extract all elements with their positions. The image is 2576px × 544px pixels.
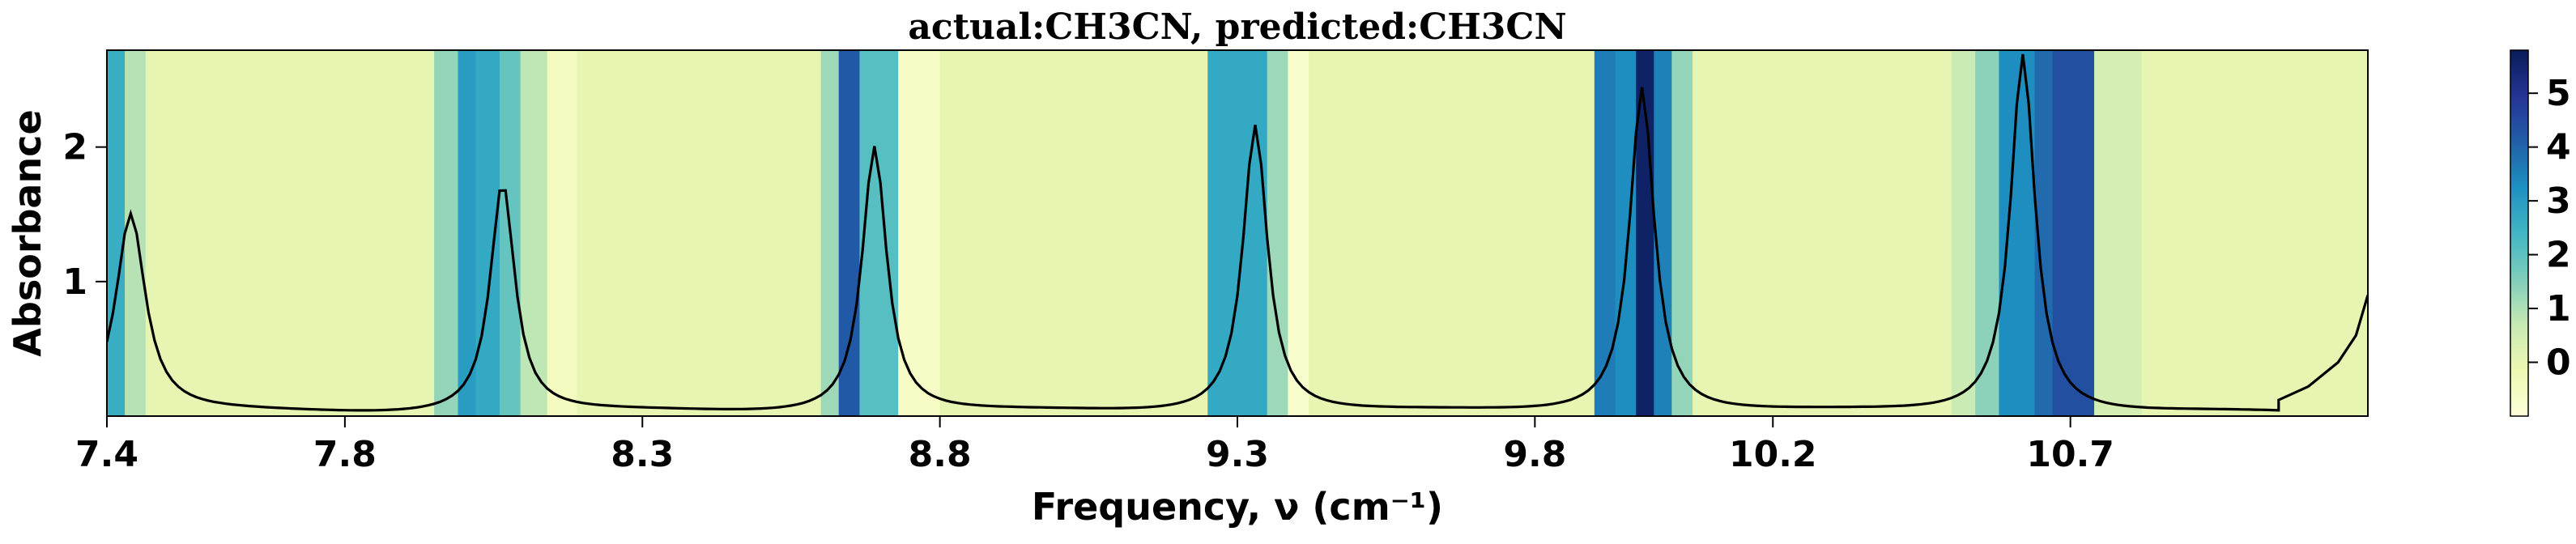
heatmap-band (1267, 50, 1288, 416)
x-axis-label: Frequency, ν (cm⁻¹) (1032, 485, 1443, 529)
heatmap-band (458, 50, 477, 416)
colorbar-ticks: 0 1 2 3 4 5 (2528, 73, 2571, 384)
x-tick-label: 9.8 (1503, 434, 1566, 475)
heatmap-bands (107, 50, 2368, 416)
heatmap-band (2141, 50, 2368, 416)
colorbar-tick-label: 2 (2546, 235, 2571, 276)
y-tick-label: 1 (62, 261, 87, 303)
heatmap-band (1288, 50, 1309, 416)
y-axis-label: Absorbance (6, 109, 49, 356)
absorbance-line (107, 53, 2368, 412)
heatmap-band (434, 50, 458, 416)
heatmap-band (1692, 50, 1952, 416)
y-tick-label: 2 (62, 127, 87, 168)
x-tick-label: 8.8 (909, 434, 972, 475)
heatmap-band (2052, 50, 2095, 416)
colorbar-tick-label: 0 (2546, 342, 2571, 384)
x-axis-ticks: 7.4 7.8 8.3 8.8 9.3 9.8 10.2 10.7 (75, 416, 2114, 475)
heatmap-band (2094, 50, 2143, 416)
heatmap-band (475, 50, 500, 416)
heatmap-band (145, 50, 435, 416)
heatmap-band (577, 50, 822, 416)
heatmap-band (547, 50, 577, 416)
x-tick-label: 8.3 (611, 434, 674, 475)
x-tick-label: 10.7 (2026, 434, 2114, 475)
chart-title: actual:CH3CN, predicted:CH3CN (908, 6, 1566, 48)
heatmap-band (820, 50, 840, 416)
heatmap-band (107, 50, 126, 416)
colorbar (2510, 49, 2529, 417)
heatmap-band (520, 50, 548, 416)
x-tick-label: 7.4 (75, 434, 138, 475)
x-tick-label: 7.8 (313, 434, 377, 475)
x-tick-label: 10.2 (1729, 434, 1817, 475)
heatmap-band (939, 50, 1208, 416)
x-tick-label: 9.3 (1206, 434, 1269, 475)
heatmap-band (859, 50, 899, 416)
heatmap-band (1594, 50, 1616, 416)
heatmap-band (1615, 50, 1637, 416)
colorbar-tick-label: 5 (2546, 73, 2571, 114)
heatmap-band (1975, 50, 1999, 416)
heatmap-band (1309, 50, 1595, 416)
colorbar-tick-label: 1 (2546, 288, 2571, 329)
heatmap-band (1951, 50, 1976, 416)
heatmap-band (1207, 50, 1268, 416)
heatmap-band (898, 50, 941, 416)
heatmap-band (838, 50, 860, 416)
colorbar-tick-label: 3 (2546, 181, 2571, 222)
colorbar-tick-label: 4 (2546, 127, 2571, 168)
y-axis-ticks: 12 (62, 127, 107, 303)
